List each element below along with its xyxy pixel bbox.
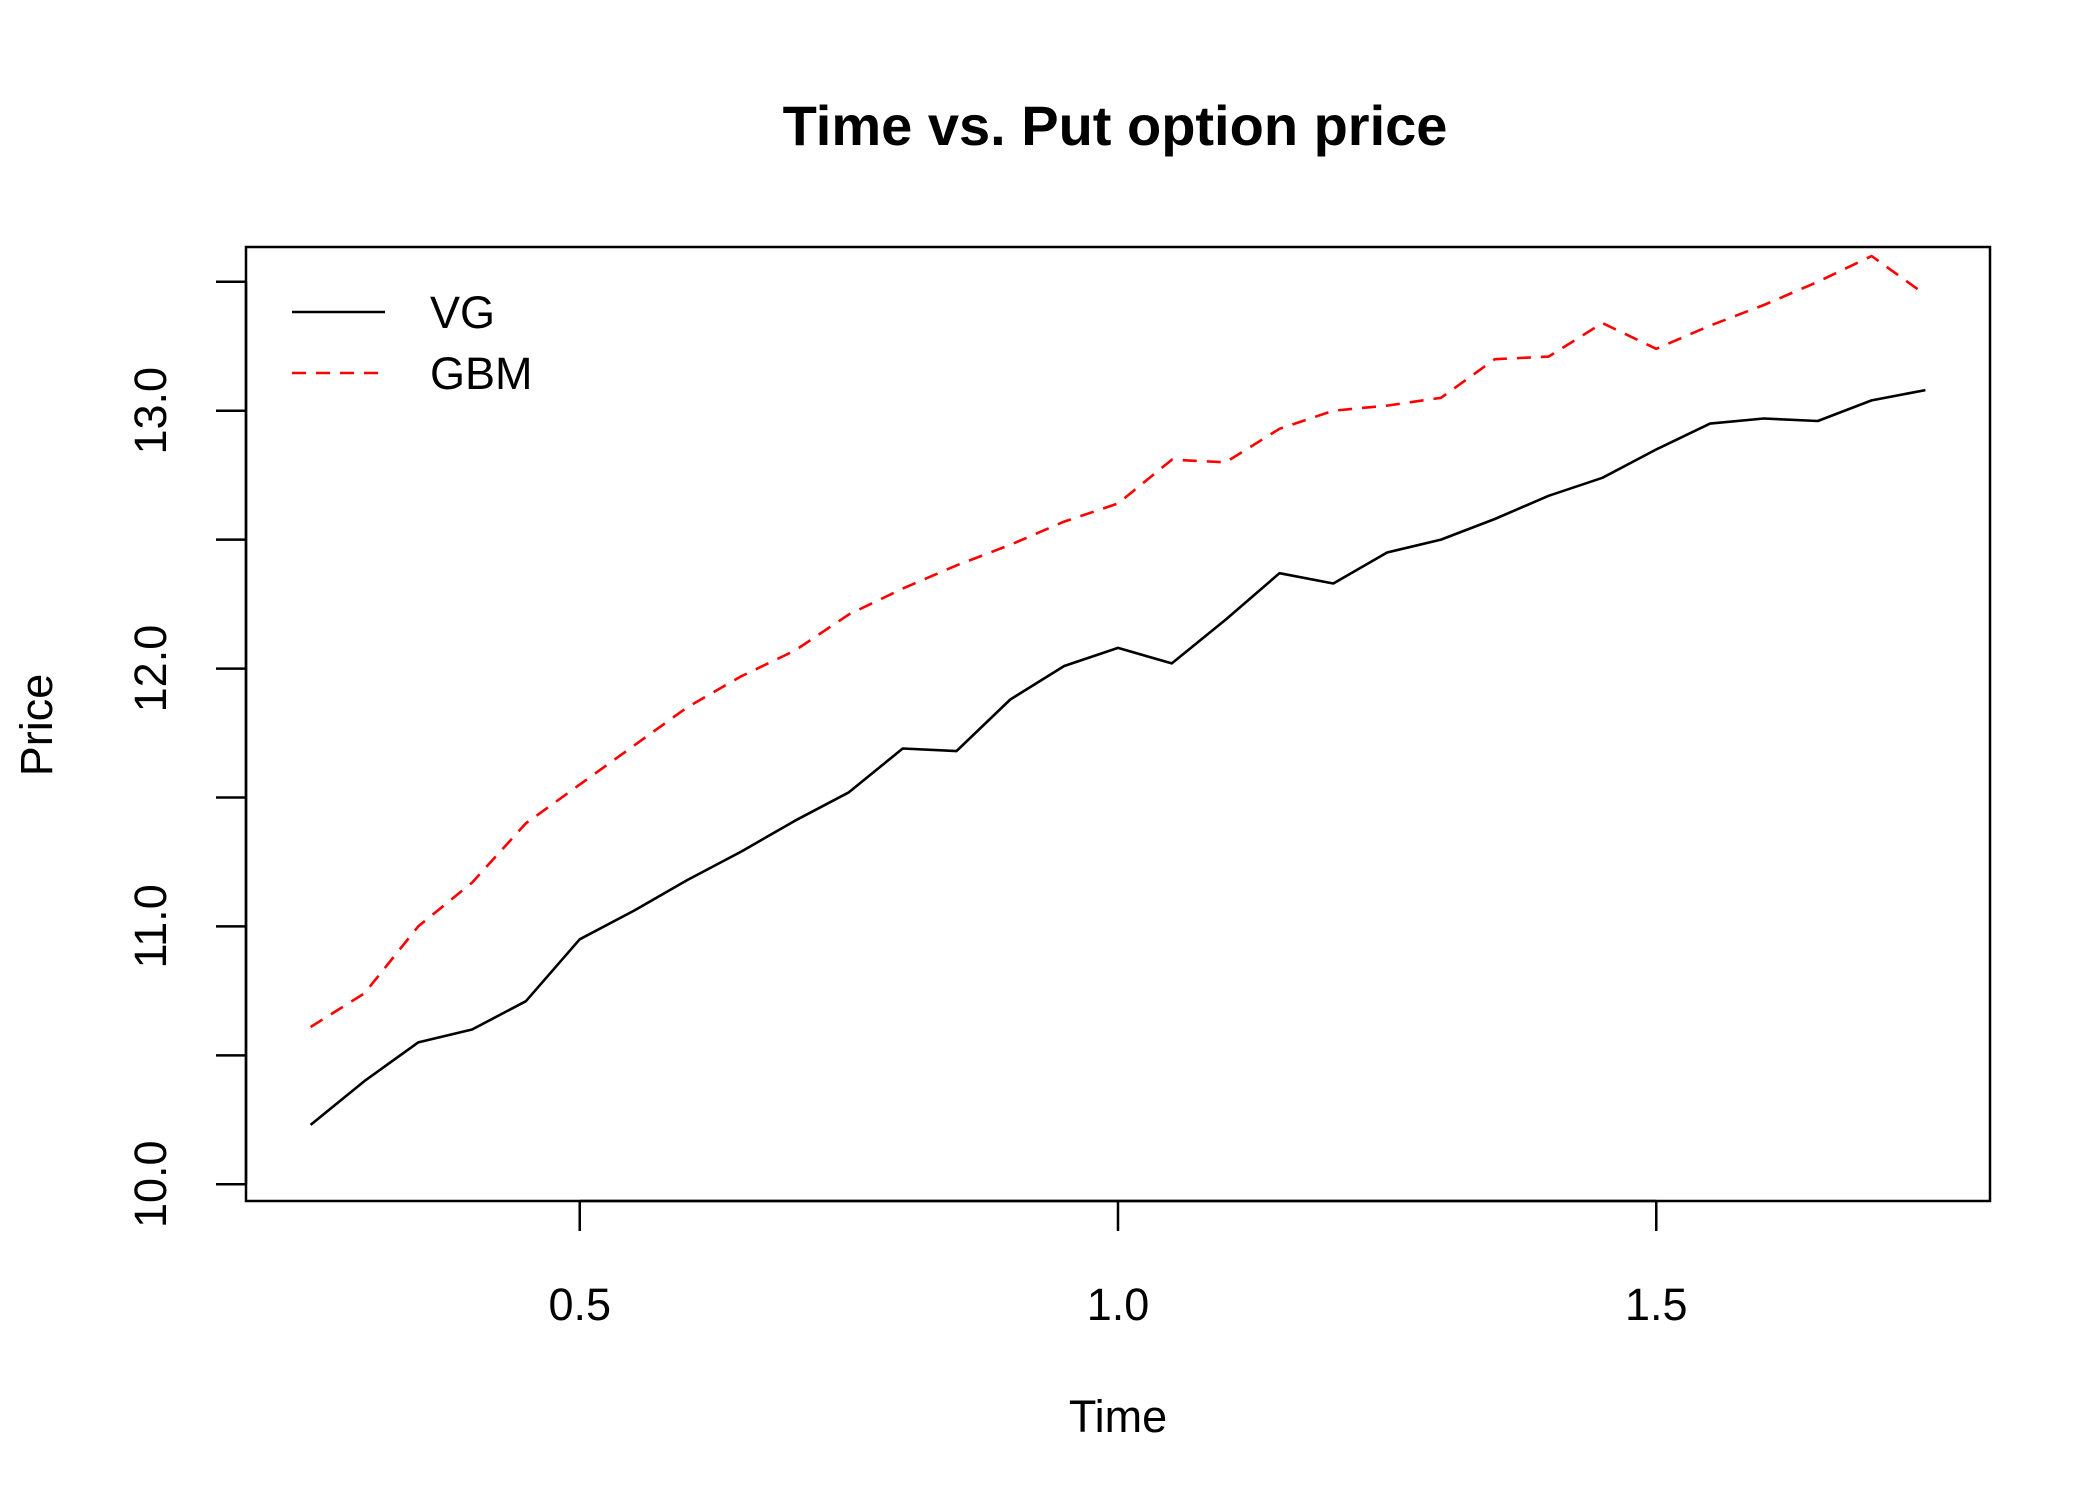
- x-axis: 0.5 1.0 1.5: [548, 1199, 1688, 1330]
- y-tick-label: 10.0: [125, 1140, 176, 1228]
- legend-label-vg: VG: [430, 287, 495, 338]
- y-tick-label: 11.0: [125, 884, 176, 968]
- y-tick-label: 12.0: [125, 625, 176, 713]
- chart-title: Time vs. Put option price: [783, 94, 1448, 157]
- series-line-gbm: [309, 254, 1927, 1029]
- x-axis-label: Time: [1069, 1391, 1167, 1442]
- y-axis-label: Price: [11, 674, 62, 777]
- y-axis: 10.0 11.0 12.0 13.0: [125, 280, 248, 1228]
- x-tick-label: 1.5: [1625, 1279, 1688, 1330]
- x-tick-label: 1.0: [1087, 1279, 1150, 1330]
- y-tick-label: 13.0: [125, 367, 176, 455]
- x-tick-label: 0.5: [548, 1279, 611, 1330]
- legend-label-gbm: GBM: [430, 348, 533, 399]
- series-line-vg: [309, 388, 1926, 1126]
- series-layer: [309, 254, 1927, 1126]
- legend: VG GBM: [292, 287, 533, 399]
